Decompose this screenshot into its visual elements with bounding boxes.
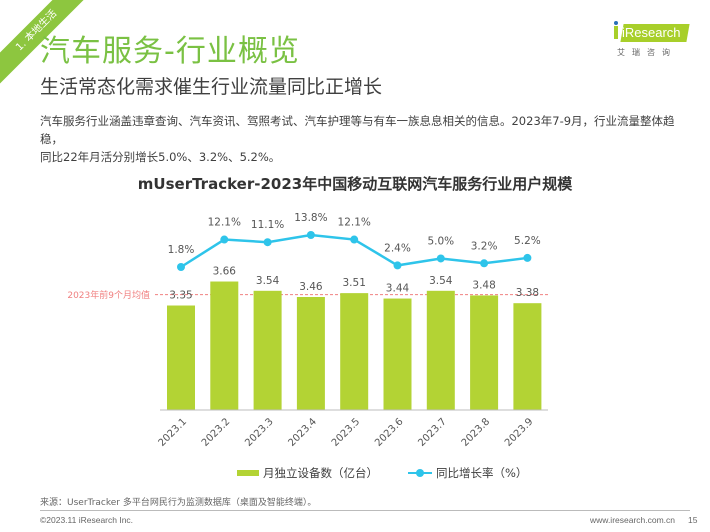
bar-data-label: 3.48 — [472, 279, 495, 291]
line-data-label: 12.1% — [208, 217, 241, 229]
bar-labels: 3.35 3.66 3.54 3.46 3.51 3.44 3.54 3.48 3.38 — [169, 266, 539, 302]
x-tick-label: 2023.1 — [157, 416, 190, 449]
line-series — [177, 231, 532, 271]
legend: 月独立设备数（亿台） 同比增长率（%） — [237, 465, 527, 481]
copyright: ©2023.11 iResearch Inc. — [40, 515, 134, 525]
line-data-label: 2.4% — [384, 242, 411, 254]
footer-divider — [40, 510, 690, 511]
bar — [296, 296, 325, 410]
logo-i-mark — [614, 26, 618, 39]
bar — [210, 281, 239, 410]
line-data-label: 1.8% — [168, 244, 195, 256]
x-tick-labels: 2023.1 2023.2 2023.3 2023.4 2023.5 2023.6 2023… — [157, 416, 536, 449]
bar-data-label: 3.51 — [343, 277, 366, 289]
x-tick-label: 2023.8 — [460, 416, 493, 449]
logo-text: iResearch — [622, 25, 681, 40]
line-point — [393, 261, 402, 270]
bar — [253, 290, 282, 410]
line-data-label: 12.1% — [338, 217, 371, 229]
line-point — [480, 259, 489, 268]
page-title: 汽车服务-行业概览 — [40, 34, 300, 69]
line-point — [523, 253, 532, 262]
bar-data-label: 3.54 — [256, 275, 280, 287]
legend-line-label: 同比增长率（%） — [436, 466, 528, 480]
x-tick-label: 2023.5 — [330, 416, 363, 449]
bar-data-label: 3.44 — [386, 283, 410, 295]
chart-title: mUserTracker-2023年中国移动互联网汽车服务行业用户规模 — [137, 175, 573, 193]
bar — [470, 295, 499, 410]
bar-data-label: 3.35 — [169, 290, 192, 302]
line-data-label: 13.8% — [294, 212, 327, 224]
x-tick-label: 2023.9 — [503, 416, 536, 449]
line-data-label: 3.2% — [471, 240, 498, 252]
bar — [340, 293, 369, 410]
bar-data-label: 3.66 — [213, 266, 237, 278]
line-data-label: 5.0% — [427, 235, 454, 247]
iresearch-logo: iResearch 艾瑞咨询 — [612, 21, 692, 58]
description-line-1: 汽车服务行业涵盖违章查询、汽车资讯、驾照考试、汽车护理等与有车一族息息相关的信息… — [40, 114, 675, 146]
bar — [383, 298, 412, 410]
page-subtitle: 生活常态化需求催生行业流量同比正增长 — [40, 76, 383, 98]
legend-item-bar: 月独立设备数（亿台） — [237, 465, 378, 481]
line-point — [306, 231, 315, 239]
legend-item-line: 同比增长率（%） — [408, 465, 527, 481]
line-data-label: 5.2% — [514, 235, 541, 247]
description-line-2: 同比22年月活分别增长5.0%、3.2%、5.2%。 — [40, 150, 281, 164]
bar — [426, 290, 455, 410]
source-note: 来源：UserTracker 多平台网民行为监测数据库（桌面及智能终端）。 — [40, 498, 317, 508]
line-point — [263, 238, 272, 247]
x-tick-label: 2023.3 — [243, 416, 276, 449]
description: 汽车服务行业涵盖违章查询、汽车资讯、驾照考试、汽车护理等与有车一族息息相关的信息… — [40, 112, 680, 166]
reference-line-label: 2023年前9个月均值 — [67, 289, 150, 301]
page-number: 15 — [688, 515, 698, 525]
legend-bar-label: 月独立设备数（亿台） — [263, 466, 378, 480]
chart: 2023年前9个月均值 3.35 3.66 3.54 3.46 3.51 3.44 3.54… — [67, 212, 548, 449]
x-tick-label: 2023.4 — [286, 416, 319, 449]
logo-cn-text: 艾瑞咨询 — [617, 48, 677, 57]
bar — [513, 303, 542, 410]
bar — [167, 305, 195, 410]
legend-line-swatch-icon — [408, 468, 432, 478]
line-point — [436, 254, 445, 263]
line-point — [350, 235, 359, 244]
bar-data-label: 3.54 — [429, 275, 453, 287]
website-link[interactable]: www.iresearch.com.cn — [590, 515, 676, 525]
bar-series — [167, 281, 542, 410]
legend-bar-swatch-icon — [237, 470, 259, 476]
line-labels: 1.8% 12.1% 11.1% 13.8% 12.1% 2.4% 5.0% 3.2% 5.2% — [168, 212, 541, 256]
line-data-label: 11.1% — [251, 219, 284, 231]
bar-data-label: 3.38 — [516, 287, 539, 299]
x-tick-label: 2023.6 — [373, 416, 406, 449]
logo-dot-icon — [614, 21, 618, 25]
bar-data-label: 3.46 — [299, 281, 323, 293]
line-point — [177, 263, 185, 271]
x-tick-label: 2023.7 — [416, 416, 449, 449]
x-tick-label: 2023.2 — [200, 416, 233, 449]
line-point — [220, 235, 229, 244]
